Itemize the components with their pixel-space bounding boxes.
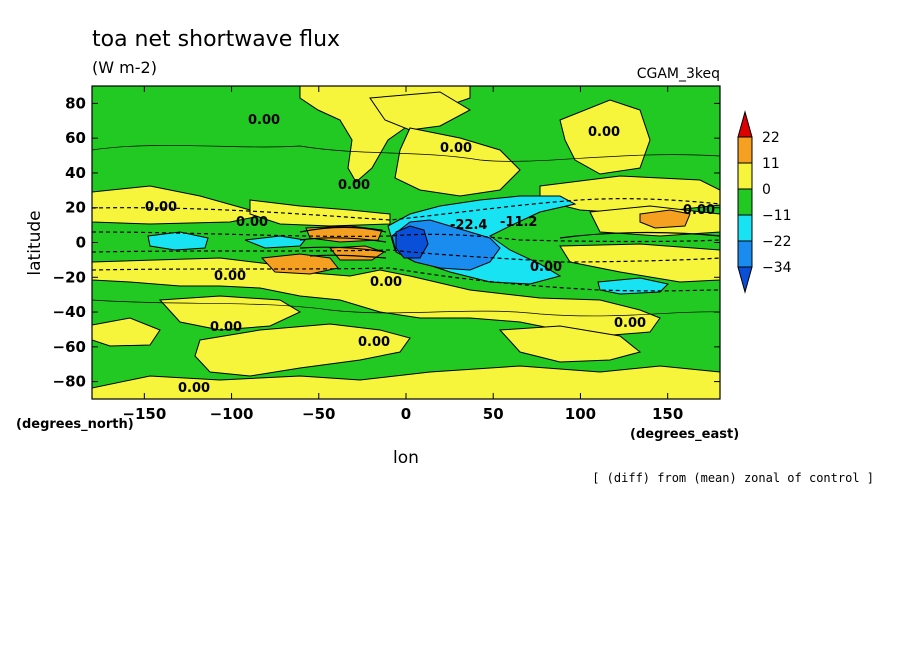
orange-east (639, 209, 691, 229)
colorbar-label: −22 (762, 234, 792, 250)
x-unit-label: (degrees_east) (630, 427, 739, 442)
cyan-east-south (597, 277, 670, 295)
y-tick-label: 20 (65, 199, 86, 217)
colorbar-segment (737, 240, 753, 268)
contour-label: 0.00 (214, 269, 246, 284)
region-south-east (498, 325, 642, 363)
chart-title: toa net shortwave flux (92, 27, 340, 52)
region-west-south (92, 317, 161, 347)
y-axis-label: latitude (25, 210, 45, 275)
contour-label: 0.00 (614, 316, 646, 331)
extreme-negative-regions (395, 225, 429, 259)
contour-thin-north (92, 145, 720, 162)
contour-solid-atlantic-3 (299, 246, 387, 253)
y-axis: 80 60 40 20 0 −20 −40 −60 −80 (53, 94, 720, 391)
chart-subtitle: (W m-2) (92, 58, 157, 77)
contour-label: 0.00 (370, 275, 402, 290)
cyan-west (244, 235, 306, 249)
region-south-band (194, 323, 411, 377)
colorbar-segment (737, 162, 753, 190)
x-tick-label: −100 (210, 405, 254, 423)
contour-label: 0.00 (588, 125, 620, 140)
x-tick-label: 100 (565, 405, 596, 423)
y-tick-label: −40 (53, 303, 86, 321)
colorbar-label: 11 (762, 156, 780, 172)
colorbar: 22 11 0 −11 −22 −34 (737, 110, 792, 294)
region-east-equator-south (559, 243, 720, 283)
contour-label: -11.2 (500, 215, 537, 230)
x-tick-label: 0 (401, 405, 411, 423)
colorbar-top-arrow (737, 110, 753, 138)
contour-label-group: 0.00 0.00 0.00 0.00 0.00 0.00 0.00 0.00 … (145, 113, 715, 396)
colorbar-segment (737, 136, 753, 164)
colorbar-label: −11 (762, 208, 792, 224)
cyan-pacific (147, 231, 209, 251)
contour-label: 0.00 (178, 381, 210, 396)
y-tick-label: −80 (53, 373, 86, 391)
region-antarctic (92, 365, 720, 399)
x-axis-label: lon (393, 448, 419, 468)
contour-lines (92, 145, 720, 317)
contour-label: 0.00 (683, 203, 715, 218)
y-tick-label: 0 (76, 234, 86, 252)
contour-label: 0.00 (440, 141, 472, 156)
x-tick-label: 50 (483, 405, 504, 423)
region-west-north (249, 199, 391, 227)
contour-dashed-north (92, 198, 720, 221)
plot-area: 0.00 0.00 0.00 0.00 0.00 0.00 0.00 0.00 … (92, 86, 720, 399)
y-unit-label: (degrees_north) (16, 417, 134, 432)
contour-label: 0.00 (338, 178, 370, 193)
colorbar-label: 0 (762, 182, 771, 198)
colorbar-segment (737, 188, 753, 216)
dataset-label: CGAM_3keq (637, 66, 720, 82)
deep-blue-center (395, 225, 429, 259)
x-tick-label: −50 (302, 405, 335, 423)
contour-solid-east (559, 231, 720, 239)
contour-label: 0.00 (236, 215, 268, 230)
contour-solid-atlantic-1 (299, 226, 387, 233)
contour-dashed-south (92, 267, 720, 292)
footnote: [ (diff) from (mean) zonal of control ] (592, 471, 874, 485)
colorbar-label: −34 (762, 260, 792, 276)
x-axis: −150 −100 −50 0 50 100 150 (122, 86, 683, 423)
contour-solid-atlantic-2 (299, 237, 387, 243)
region-north-blob (369, 91, 472, 131)
contour-solid-atlantic-4 (309, 254, 387, 259)
colorbar-bottom-arrow (737, 266, 753, 294)
y-tick-label: −20 (53, 268, 86, 286)
contour-dashed-equator-2 (92, 249, 720, 263)
y-tick-label: 60 (65, 129, 86, 147)
contour-label: 0.00 (358, 335, 390, 350)
y-tick-label: 80 (65, 94, 86, 112)
contour-thin-south (92, 299, 720, 317)
colorbar-label: 22 (762, 130, 780, 146)
contour-label: -22.4 (450, 218, 487, 233)
y-tick-label: −60 (53, 338, 86, 356)
x-tick-label: 150 (652, 405, 683, 423)
colorbar-segment (737, 214, 753, 242)
y-tick-label: 40 (65, 164, 86, 182)
positive-regions (92, 86, 720, 399)
region-atlantic-north (394, 127, 521, 197)
contour-label: 0.00 (530, 260, 562, 275)
contour-label: 0.00 (210, 320, 242, 335)
contour-label: 0.00 (145, 200, 177, 215)
contour-label: 0.00 (248, 113, 280, 128)
contour-dashed-equator-1 (92, 231, 720, 243)
x-tick-label: −150 (122, 405, 166, 423)
